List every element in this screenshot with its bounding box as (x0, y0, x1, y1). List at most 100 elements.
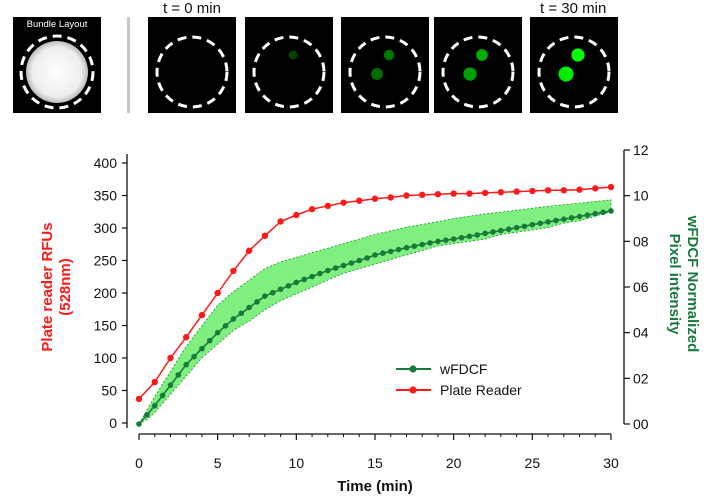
wfdcf-point (513, 224, 520, 231)
wfdcf-point (277, 286, 284, 293)
wfdcf-point (372, 252, 378, 258)
wfdcf-point (427, 240, 433, 246)
plate-reader-point (293, 211, 300, 219)
wfdcf-point (199, 345, 205, 352)
plate-reader-point (135, 395, 143, 403)
wfdcf-point (474, 232, 481, 238)
x-tick-label: 0 (135, 455, 143, 471)
wfdcf-point (136, 421, 142, 427)
wfdcf-point (584, 212, 591, 218)
plate-reader-point (481, 189, 489, 197)
right-axis-title-line2: Pixel intensity (666, 234, 683, 336)
frame-image-4 (537, 35, 611, 109)
wfdcf-point (207, 337, 213, 344)
wfdcf-point (411, 243, 418, 249)
plate-reader-point (607, 183, 615, 191)
wfdcf-point (348, 260, 355, 266)
plate-reader-point (198, 311, 206, 319)
legend-plate-reader-label: Plate Reader (440, 382, 522, 398)
wfdcf-point (222, 323, 229, 329)
wfdcf-point (364, 255, 370, 261)
plate-reader-point (371, 195, 379, 202)
x-tick-label: 15 (367, 455, 383, 471)
plate-reader-point (513, 188, 520, 195)
wfdcf-point (600, 209, 606, 216)
wfdcf-point (568, 215, 575, 221)
plate-reader-point (230, 267, 237, 275)
plate-reader-point (560, 187, 567, 194)
wfdcf-point (285, 283, 292, 289)
plate-reader-point (308, 205, 316, 213)
x-tick-label: 30 (603, 455, 619, 471)
right-tick-label: 10 (633, 188, 649, 204)
frame-0-outline (155, 35, 229, 109)
wfdcf-point (395, 246, 402, 253)
plate-reader-point (261, 232, 269, 239)
wfdcf-point (144, 412, 150, 418)
left-tick-label: 400 (94, 155, 118, 171)
plate-reader-point (245, 247, 253, 254)
plate-reader-point (529, 187, 536, 195)
left-axis-title-line2: (528nm) (57, 258, 74, 316)
wfdcf-point (230, 316, 237, 322)
wfdcf-point (340, 262, 347, 269)
right-tick-label: 06 (633, 279, 649, 295)
start-time-label: t = 0 min (163, 0, 221, 17)
wfdcf-point (553, 217, 559, 224)
wfdcf-point (214, 329, 221, 336)
bundle-layout-label: Bundle Layout (26, 19, 88, 30)
left-tick-label: 100 (94, 350, 118, 366)
plate-reader-point (340, 199, 347, 206)
x-axis-title: Time (min) (337, 478, 413, 495)
wfdcf-point (498, 227, 504, 234)
wfdcf-point (151, 402, 158, 409)
wfdcf-point (443, 237, 449, 243)
frame-panel-2 (341, 17, 429, 113)
wfdcf-point (561, 216, 567, 222)
left-tick-label: 350 (94, 188, 118, 204)
legend-wfdcf-label: wFDCF (439, 361, 487, 377)
plate-reader-point (151, 378, 158, 386)
frame-1-spot-0 (288, 50, 298, 60)
end-time-label: t = 30 min (540, 0, 607, 17)
plate-reader-point (214, 289, 221, 297)
wfdcf-point (238, 310, 245, 317)
plate-reader-point (592, 185, 599, 192)
plate-reader-point (167, 354, 174, 362)
wfdcf-point (450, 236, 457, 242)
plate-reader-point (576, 186, 583, 193)
right-tick-label: 02 (633, 370, 649, 386)
frame-4-spot-1 (558, 66, 574, 82)
wfdcf-point (490, 229, 496, 235)
left-tick-label: 250 (94, 253, 118, 269)
wfdcf-point (537, 220, 543, 227)
plate-reader-point (183, 334, 190, 341)
left-axis-title-line1: Plate reader RFUs (39, 222, 56, 351)
wfdcf-point (301, 276, 308, 283)
plate-reader-point (277, 218, 284, 225)
wfdcf-point (521, 223, 528, 230)
wfdcf-point (419, 241, 426, 248)
wfdcf-point (254, 299, 260, 305)
frame-4-outline (537, 35, 611, 109)
left-tick-label: 0 (109, 415, 117, 431)
bundle-layout-image (19, 34, 95, 110)
frame-2-outline (348, 35, 422, 109)
bundle-layout-panel (13, 17, 101, 113)
plate-reader-point (544, 187, 552, 194)
frame-3-outline (441, 35, 515, 109)
wfdcf-point (159, 392, 166, 399)
x-tick-label: 10 (289, 455, 305, 471)
wfdcf-point (529, 221, 536, 228)
frame-image-1 (252, 35, 326, 109)
wfdcf-point (309, 273, 315, 280)
wfdcf-point (576, 213, 583, 220)
wfdcf-point (356, 257, 363, 264)
wfdcf-point (175, 372, 182, 378)
wfdcf-point (458, 234, 465, 241)
frame-image-0 (155, 35, 229, 109)
wfdcf-point (293, 279, 300, 286)
frame-1-outline (252, 35, 326, 109)
plate-reader-point (419, 191, 426, 199)
